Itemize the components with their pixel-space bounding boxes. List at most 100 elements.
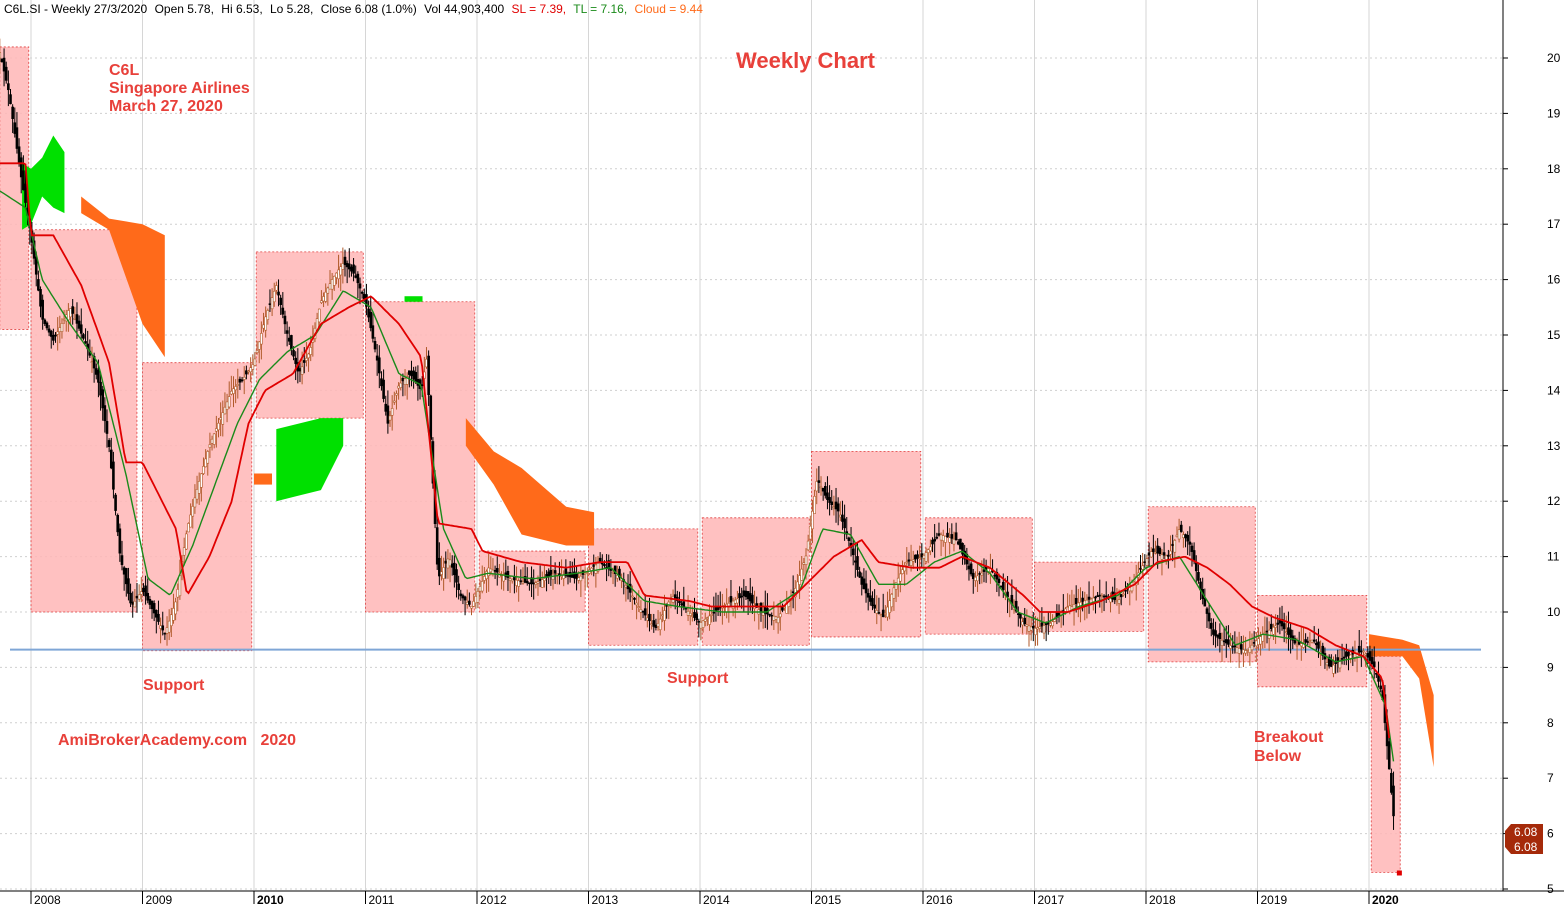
candle-body	[648, 613, 651, 622]
candle-body	[708, 615, 711, 625]
candle-body	[390, 408, 394, 416]
candle-body	[1338, 660, 1342, 669]
candle-body	[523, 576, 527, 583]
candle-body	[112, 461, 115, 490]
candle-body	[686, 610, 690, 616]
candle-body	[461, 595, 465, 599]
x-tick-label: 2018	[1149, 893, 1176, 907]
candle-body	[470, 605, 473, 609]
candle-body	[0, 58, 4, 63]
candle-body	[967, 565, 971, 570]
candle-body	[1152, 548, 1155, 552]
candle-body	[1248, 646, 1252, 653]
candle-body	[841, 514, 844, 522]
range-box	[365, 301, 476, 613]
candle-body	[1300, 643, 1303, 647]
candle-body	[858, 571, 861, 578]
candle-body	[811, 510, 814, 530]
candle-body	[234, 386, 237, 391]
candle-body	[302, 360, 306, 363]
candle-body	[71, 306, 74, 314]
candle-body	[854, 560, 857, 563]
candle-body	[1336, 657, 1340, 663]
candle-body	[277, 291, 280, 296]
candle-body	[1102, 595, 1106, 598]
candle-body	[202, 466, 205, 474]
candle-body	[367, 308, 370, 318]
header-open: Open 5.78,	[155, 2, 214, 16]
candle-body	[97, 369, 100, 383]
candle-body	[1059, 612, 1063, 615]
candle-body	[442, 567, 445, 579]
y-tick-label: 10	[1547, 605, 1561, 619]
candle-body	[307, 353, 310, 359]
candle-body	[1274, 625, 1277, 628]
candle-body	[521, 581, 525, 584]
candle-body	[15, 127, 19, 149]
range-box	[811, 450, 922, 638]
candle-body	[826, 492, 829, 500]
candle-body	[699, 622, 703, 629]
candle-body	[1224, 639, 1228, 644]
candle-body	[285, 330, 289, 334]
candle-body	[980, 572, 984, 576]
candle-body	[1173, 540, 1177, 553]
candle-body	[245, 370, 248, 375]
candle-body	[1027, 625, 1031, 632]
candle-body	[41, 299, 44, 320]
candle-body	[1016, 613, 1020, 615]
candle-body	[39, 289, 42, 307]
candle-body	[1310, 639, 1314, 643]
candle-body	[371, 325, 375, 339]
candle-body	[352, 264, 355, 274]
x-tick-label: 2020	[1372, 893, 1399, 907]
candle-body	[170, 614, 173, 627]
candle-body	[901, 569, 904, 574]
candle-body	[13, 122, 17, 134]
candle-body	[326, 287, 330, 294]
candle-body	[1321, 645, 1325, 656]
candle-body	[238, 378, 242, 383]
candle-body	[1096, 595, 1099, 598]
breakout-label-2: Below	[1254, 748, 1302, 765]
candle-body	[824, 486, 827, 496]
range-box	[255, 251, 364, 419]
candle-body	[725, 603, 728, 613]
candle-body	[946, 532, 949, 538]
support-label-left: Support	[143, 677, 205, 694]
candle-body	[909, 560, 913, 566]
candle-body	[19, 157, 23, 178]
candle-body	[1347, 651, 1350, 657]
candle-body	[225, 401, 229, 410]
candle-body	[262, 324, 265, 329]
candle-body	[369, 311, 373, 329]
candle-body	[1014, 600, 1018, 612]
candle-body	[328, 283, 332, 290]
candle-body	[135, 595, 139, 599]
candle-body	[796, 581, 799, 591]
candle-body	[680, 603, 683, 606]
candle-body	[2, 57, 6, 72]
candle-body	[165, 627, 169, 634]
candle-body	[294, 357, 297, 364]
candle-body	[388, 415, 392, 421]
x-tick-label: 2015	[815, 893, 842, 907]
candle-body	[538, 578, 542, 581]
candle-body	[204, 458, 207, 468]
candle-body	[150, 600, 154, 610]
candle-body	[82, 334, 85, 339]
candle-body	[937, 533, 941, 536]
candle-body	[1357, 645, 1361, 653]
candle-body	[866, 593, 870, 598]
candle-body	[1366, 653, 1370, 658]
candle-body	[127, 578, 130, 594]
candle-body	[105, 421, 109, 434]
candle-body	[1285, 631, 1288, 634]
candle-body	[1349, 654, 1352, 659]
candle-body	[1362, 650, 1365, 653]
header-sl: SL = 7.39,	[512, 2, 567, 16]
candle-body	[961, 543, 964, 555]
candle-body	[774, 616, 778, 620]
candle-body	[191, 506, 195, 517]
candle-body	[435, 527, 439, 565]
